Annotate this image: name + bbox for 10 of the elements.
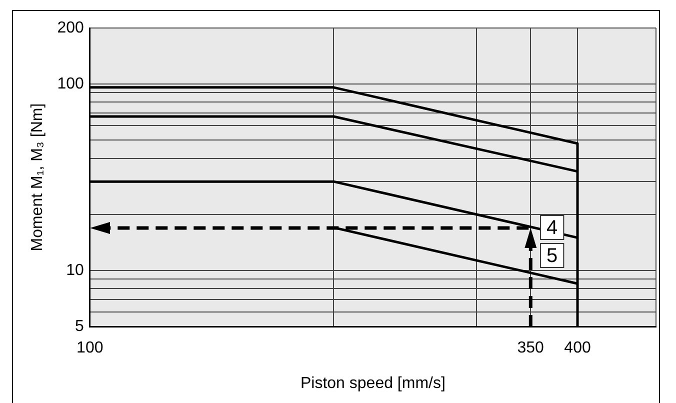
annotation: 4 [546, 217, 558, 240]
y-axis-title: Moment M₁, M₃ [Nm] [29, 103, 46, 252]
y-tick-label: 100 [57, 76, 84, 93]
x-tick-label: 400 [564, 340, 591, 357]
y-tick-label: 200 [57, 19, 84, 36]
x-axis-title: Piston speed [mm/s] [300, 374, 446, 392]
annotation: 5 [546, 245, 558, 268]
x-tick-label: 350 [517, 340, 544, 357]
y-tick-label: 10 [66, 262, 84, 279]
y-tick-label: 5 [74, 318, 84, 336]
